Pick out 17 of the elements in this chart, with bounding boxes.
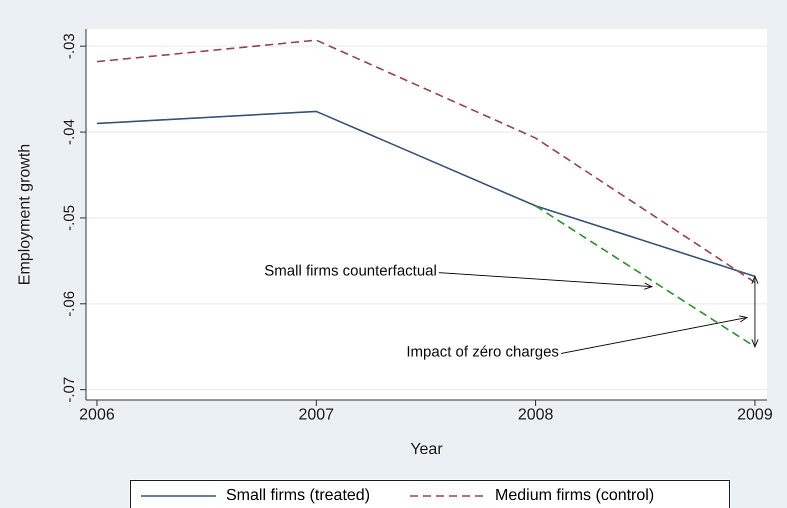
line-series	[96, 39, 756, 284]
legend-label: Small firms (treated)	[226, 487, 370, 505]
legend-label: Medium firms (control)	[495, 487, 654, 505]
x-tick-label: 2006	[79, 406, 115, 424]
x-axis-title: Year	[410, 441, 444, 458]
x-tick-label: 2008	[518, 406, 554, 424]
y-tick-label: -.07	[61, 376, 78, 403]
line-series	[96, 110, 756, 278]
annotation: Impact of zéro charges	[406, 344, 559, 361]
annotation: Small firms counterfactual	[264, 262, 437, 280]
y-tick-label: -.05	[61, 205, 78, 231]
y-axis-title: Employment growth	[16, 144, 34, 286]
x-tick-label: 2009	[737, 406, 773, 424]
x-tick-label: 2007	[298, 406, 334, 424]
y-tick-label: -.03	[61, 33, 78, 60]
y-tick-label: -.04	[61, 119, 78, 145]
y-tick-label: -.06	[61, 290, 78, 317]
